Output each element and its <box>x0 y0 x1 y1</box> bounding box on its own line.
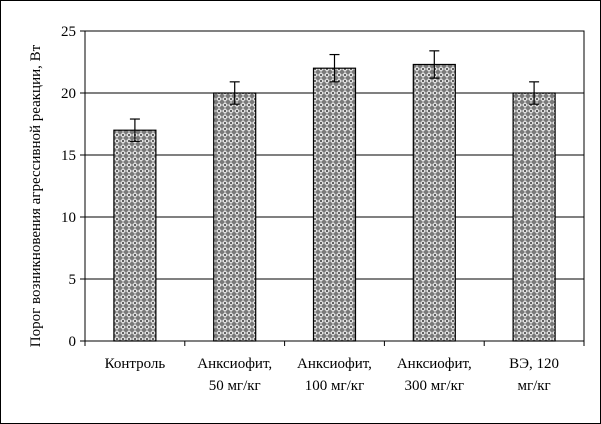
x-tick-labels: Контроль Анксиофит, 50 мг/кг Анксиофит, 100 … <box>105 356 559 394</box>
x-tick-label: Анксиофит, 300 мг/кг <box>397 356 472 394</box>
bar <box>512 92 556 342</box>
y-tick-label: 0 <box>69 334 77 350</box>
bar <box>213 92 257 342</box>
x-tick-label: ВЭ, 120 мг/кг <box>509 356 559 394</box>
x-tick-label: Анксиофит, 100 мг/кг <box>297 356 372 394</box>
error-bars <box>129 50 540 142</box>
bar <box>412 63 456 342</box>
bar <box>113 129 157 342</box>
y-tick-label: 25 <box>61 24 76 40</box>
x-tick-label: Анксиофит, 50 мг/кг <box>197 356 272 394</box>
y-tick-labels: 0 5 10 15 20 25 <box>61 24 76 350</box>
y-axis-label: Порог возникновения агрессивной реакции,… <box>28 44 44 347</box>
y-tick-label: 20 <box>61 86 76 102</box>
y-tick-label: 10 <box>61 210 76 226</box>
y-tick-label: 15 <box>61 148 76 164</box>
bars <box>113 63 556 342</box>
x-tick-label: Контроль <box>105 356 166 372</box>
y-tick-label: 5 <box>69 272 77 288</box>
bar <box>312 67 357 342</box>
